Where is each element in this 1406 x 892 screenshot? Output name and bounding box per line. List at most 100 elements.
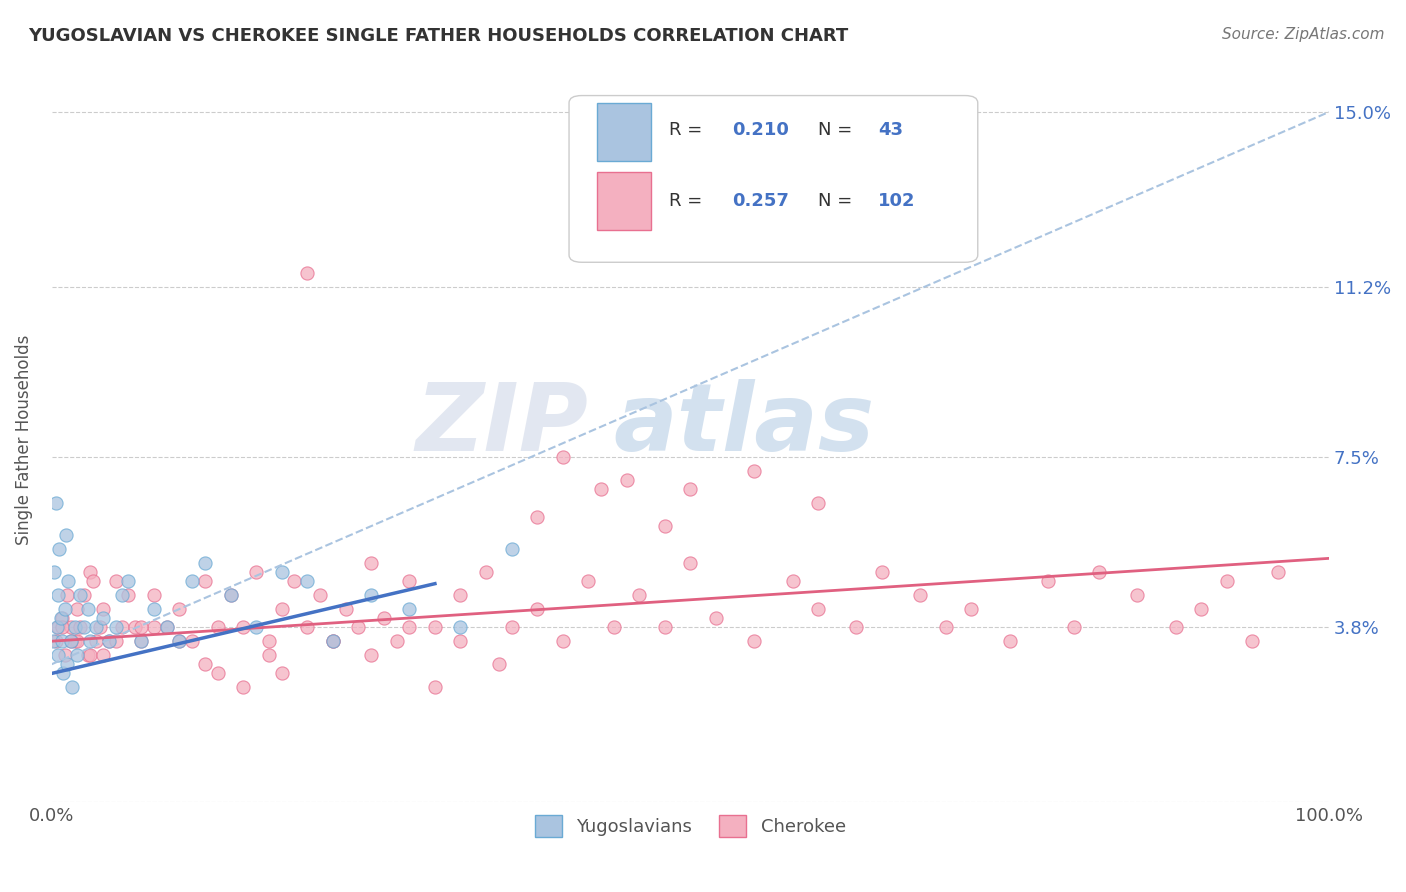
Point (46, 648, 69, 662)
Point (450, 588, 472, 602)
Point (960, 602, 983, 616)
Point (98, 634, 121, 648)
Point (501, 542, 523, 557)
Point (488, 657, 510, 672)
Point (46, 620, 69, 634)
Point (207, 666, 229, 681)
Point (270, 565, 292, 579)
Point (450, 634, 472, 648)
Point (52, 666, 75, 681)
Point (59, 620, 82, 634)
Point (270, 666, 292, 681)
Point (53, 648, 76, 662)
Text: YUGOSLAVIAN VS CHEROKEE SINGLE FATHER HOUSEHOLDS CORRELATION CHART: YUGOSLAVIAN VS CHEROKEE SINGLE FATHER HO… (28, 27, 848, 45)
Bar (598, 171, 651, 229)
Point (551, 634, 574, 648)
Point (1267, 565, 1289, 579)
Point (207, 620, 229, 634)
Point (1164, 620, 1187, 634)
Point (870, 565, 893, 579)
Point (181, 634, 204, 648)
Point (169, 602, 191, 616)
Point (56, 588, 79, 602)
Point (169, 634, 191, 648)
Point (129, 620, 152, 634)
Point (1189, 602, 1212, 616)
Point (322, 634, 344, 648)
Point (423, 620, 446, 634)
Point (79, 565, 101, 579)
Point (59, 634, 82, 648)
Point (628, 588, 651, 602)
Point (398, 574, 420, 589)
Point (181, 574, 204, 589)
Point (1088, 565, 1111, 579)
Point (322, 634, 344, 648)
Point (935, 620, 957, 634)
Point (53, 602, 76, 616)
Point (42, 634, 65, 648)
Point (66, 602, 89, 616)
Point (589, 483, 612, 497)
Text: atlas: atlas (614, 379, 875, 471)
Point (60, 680, 83, 694)
Point (79, 634, 101, 648)
Text: R =: R = (669, 192, 707, 210)
Point (910, 588, 932, 602)
Point (44, 565, 66, 579)
Point (58, 574, 80, 589)
Point (51, 611, 73, 625)
Point (49, 611, 72, 625)
Point (91, 648, 114, 662)
Point (373, 611, 395, 625)
Point (142, 602, 165, 616)
Point (194, 556, 217, 570)
Y-axis label: Single Father Households: Single Father Households (15, 334, 32, 545)
Point (82, 574, 104, 589)
Point (79, 648, 101, 662)
Point (48, 542, 70, 557)
Point (398, 620, 420, 634)
Point (73, 588, 96, 602)
Point (194, 574, 217, 589)
Point (194, 657, 217, 672)
Point (124, 620, 146, 634)
Point (56, 657, 79, 672)
Point (91, 611, 114, 625)
Point (742, 634, 765, 648)
Point (98, 634, 121, 648)
Text: 43: 43 (879, 121, 903, 139)
Point (51, 620, 73, 634)
Point (322, 634, 344, 648)
Point (111, 620, 134, 634)
FancyBboxPatch shape (569, 95, 977, 262)
Point (283, 574, 305, 589)
Point (245, 565, 267, 579)
Point (1241, 634, 1264, 648)
Point (1036, 574, 1059, 589)
Point (76, 602, 98, 616)
Text: R =: R = (669, 121, 707, 139)
Point (782, 574, 804, 589)
Point (45, 620, 67, 634)
Point (654, 620, 676, 634)
Point (219, 588, 242, 602)
Point (142, 588, 165, 602)
Point (59, 634, 82, 648)
Point (526, 602, 548, 616)
Point (603, 620, 626, 634)
Point (257, 634, 280, 648)
Point (245, 620, 267, 634)
Point (89, 620, 111, 634)
Point (526, 510, 548, 524)
Point (63, 634, 86, 648)
Point (232, 620, 254, 634)
Point (475, 565, 498, 579)
Point (654, 519, 676, 533)
Point (63, 620, 86, 634)
Point (69, 620, 91, 634)
Point (704, 611, 727, 625)
Point (104, 634, 127, 648)
Point (86, 620, 108, 634)
Legend: Yugoslavians, Cherokee: Yugoslavians, Cherokee (527, 807, 853, 844)
